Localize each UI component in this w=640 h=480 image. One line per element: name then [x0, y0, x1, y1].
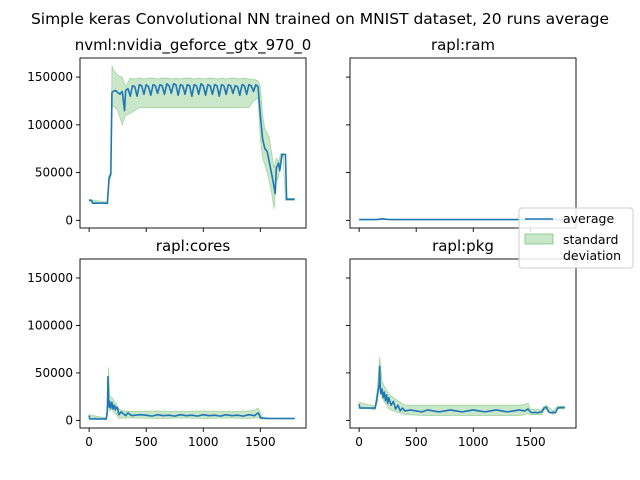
plot-area: [358, 356, 565, 417]
xtick-label: 1500: [245, 435, 276, 449]
ytick-label: 0: [65, 213, 73, 227]
axes-layer: nvml:nvidia_geforce_gtx_970_005000010000…: [27, 36, 577, 449]
subplot-gpu: nvml:nvidia_geforce_gtx_970_0 0 50000 10000…: [27, 36, 311, 232]
axes-frame-cores: [79, 258, 307, 429]
subplot-pkg: rapl:pkg 0 500 1000 1500: [346, 237, 577, 449]
subplot-title-cores: rapl:cores: [156, 237, 231, 255]
ytick-label: 150000: [27, 70, 73, 84]
subplot-title-pkg: rapl:pkg: [432, 237, 494, 255]
ytick-label: 150000: [27, 271, 73, 285]
axes-frame-pkg: [349, 258, 577, 429]
plot-area: [88, 367, 295, 421]
ytick-label: 100000: [27, 118, 73, 132]
xtick-label: 1500: [515, 435, 546, 449]
subplot-cores: rapl:cores 0 50000 100000 150000 0 500 1000 1500: [27, 237, 307, 449]
xtick-label: 500: [135, 435, 158, 449]
ytick-label: 0: [65, 413, 73, 427]
legend-std-swatch: [524, 233, 554, 245]
ytick-label: 100000: [27, 318, 73, 332]
ytick-label: 50000: [35, 366, 73, 380]
average-line-cores: [88, 375, 295, 420]
legend-std-label-line: deviation: [563, 248, 621, 263]
xtick-label: 1000: [188, 435, 219, 449]
xtick-label: 0: [355, 435, 363, 449]
legend-average-label: average: [563, 211, 614, 226]
average-line-pkg: [358, 365, 565, 414]
average-line-gpu: [89, 82, 295, 204]
legend: average standard deviation: [518, 207, 634, 269]
axes-frame-ram: [349, 57, 577, 229]
std-band-pkg: [358, 356, 565, 417]
figure-title: Simple keras Convolutional NN trained on…: [31, 10, 609, 28]
xtick-label: 500: [405, 435, 428, 449]
ytick-label: 50000: [35, 166, 73, 180]
legend-frame: [518, 207, 634, 269]
xtick-label: 1000: [458, 435, 489, 449]
std-band-gpu: [88, 65, 295, 209]
axes-frame-gpu: [79, 57, 307, 229]
legend-std-label-line: standard: [563, 232, 618, 247]
plot-area: [88, 65, 295, 209]
subplot-title-gpu: nvml:nvidia_geforce_gtx_970_0: [75, 36, 312, 55]
legend-std-label: standard deviation: [563, 232, 621, 263]
xtick-label: 0: [85, 435, 93, 449]
subplot-title-ram: rapl:ram: [431, 36, 495, 54]
